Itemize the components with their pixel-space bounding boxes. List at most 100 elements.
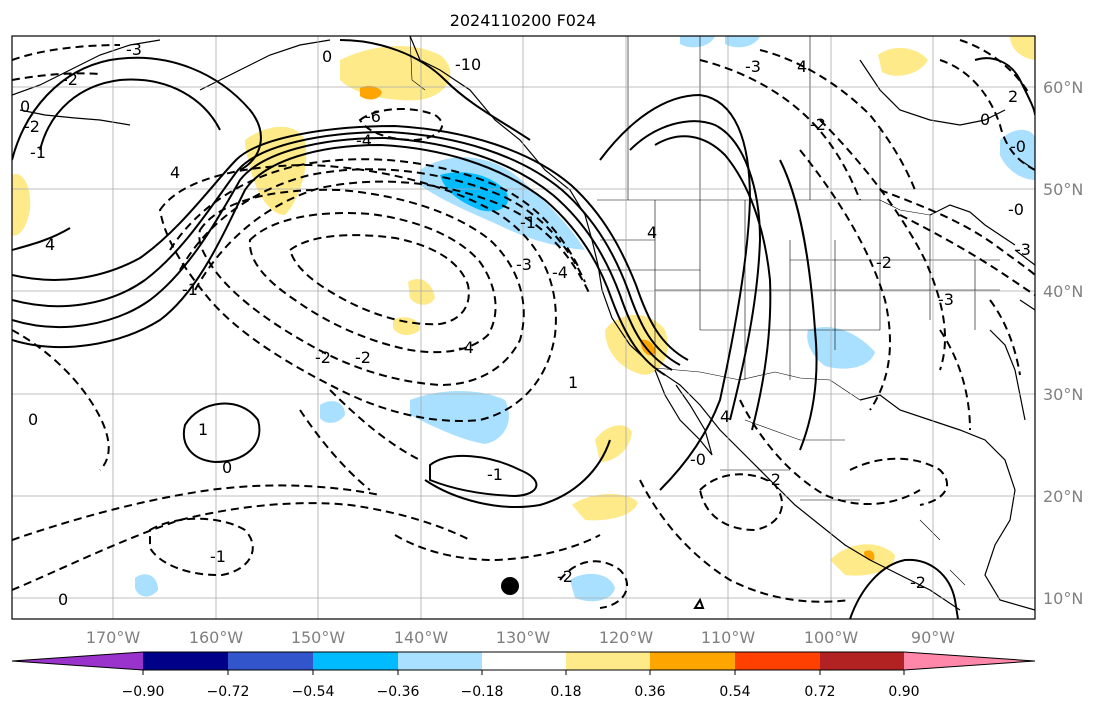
contour-solid-tropical-high (182, 402, 261, 464)
contour-solid-alaska-low (12, 56, 262, 171)
contour-label-17: 1 (198, 420, 208, 439)
lon-label-100w: 100°W (804, 628, 859, 647)
dashed-contours (12, 39, 1035, 609)
colorbar-label-1: −0.72 (207, 684, 250, 700)
colorbar-segment-10 (904, 652, 1035, 670)
contour-dashed-trough-3 (248, 212, 497, 354)
coastline-hudson-bay (859, 59, 1006, 126)
contour-dashed-jet-lower-2 (179, 168, 586, 283)
political-borders (409, 36, 1000, 586)
contour-solid-jet-4 (12, 124, 689, 361)
contour-label-7: 4 (170, 163, 180, 182)
contour-solid-mid-ocean (424, 439, 611, 508)
shade-negative-north-a (680, 36, 715, 48)
longitude-labels: 170°W 160°W 150°W 140°W 130°W 120°W 110°… (86, 628, 955, 647)
contour-label-37: -2 (910, 573, 926, 592)
contour-label-20: -1 (182, 280, 198, 299)
contour-dashed-tropical-low (149, 517, 254, 577)
contour-dashed-trough-outer (158, 163, 557, 422)
contour-solid-jet-2 (12, 136, 673, 371)
contour-dashed-tropics-e (849, 457, 949, 506)
contour-solid-jet-3 (12, 130, 681, 366)
colorbar-label-9: 0.90 (888, 684, 919, 700)
shade-positive-hudson (878, 48, 928, 76)
contour-label-41: 0 (58, 590, 68, 609)
colorbar-label-5: 0.18 (550, 684, 581, 700)
contour-dashed-central-3 (559, 560, 629, 609)
border-mexico-states (720, 419, 860, 501)
contour-label-3: 0 (20, 97, 30, 116)
shade-negative-mexico (807, 326, 875, 369)
colorbar-segment-1 (143, 652, 228, 670)
lon-label-160w: 160°W (189, 628, 244, 647)
shade-positive-gulf-alaska-core (360, 85, 382, 100)
shade-negative-great-lakes (1000, 129, 1035, 180)
shade-negative-tropics-a (570, 573, 615, 602)
contour-label-1: -3 (126, 40, 142, 59)
map-frame (11, 35, 1036, 620)
contour-label-16: -4 (552, 263, 568, 282)
contour-label-29: 0 (980, 110, 990, 129)
shade-positive-central-america (830, 544, 895, 576)
map-area: -3 -2 0 -2 -1 0 4 -6 -4 4 4 -4 -3 -2 -2 … (12, 36, 1035, 619)
contour-dashed-northeast-2 (899, 214, 1035, 296)
shade-positive-mid-pacific-a (408, 278, 435, 305)
contour-label-28: 2 (1008, 87, 1018, 106)
contour-dashed-trough-2 (198, 188, 525, 387)
contour-label-31: -2 (876, 253, 892, 272)
colorbar-label-4: −0.18 (461, 684, 504, 700)
contour-label-8: -6 (365, 107, 381, 126)
contour-dashed-trough-4 (288, 234, 470, 326)
contour-label-6: 0 (322, 47, 332, 66)
contour-dashed-jet-lower-3 (194, 180, 591, 296)
contour-dashed-alaska-1 (12, 44, 121, 81)
shade-negative-north-b (725, 36, 760, 48)
colorbar-segment-5 (482, 652, 566, 670)
contour-solid-southeast-loop (849, 558, 959, 619)
coastline-florida (989, 329, 1026, 421)
border-us-canada (597, 199, 931, 216)
contour-dashed-northeast-1 (879, 189, 1035, 276)
contour-label-2: -2 (62, 70, 78, 89)
figure-title: 2024110200 F024 (450, 11, 597, 30)
coastline-gulf-mexico (859, 394, 1035, 611)
contour-label-19: -1 (210, 547, 226, 566)
colorbar-segment-7 (650, 652, 735, 670)
location-marker (501, 577, 519, 595)
shade-negative-tropics-b (135, 574, 158, 597)
contour-dashed-gulf-alaska-low (358, 107, 443, 142)
contour-solid-east-pacific-high (429, 454, 538, 498)
contour-label-32: -3 (938, 290, 954, 309)
contour-label-40: -1 (520, 213, 536, 232)
solid-contours (12, 39, 1035, 619)
contour-label-10: 4 (45, 235, 55, 254)
contour-dashed-east-4 (819, 119, 946, 371)
contour-label-21: 0 (28, 410, 38, 429)
contour-label-15: -2 (355, 348, 371, 367)
colorbar-segment-6 (566, 652, 650, 670)
contour-solid-west-gulf (12, 227, 71, 251)
lon-label-120w: 120°W (599, 628, 654, 647)
shade-negative-tropics-c (320, 401, 345, 423)
contour-label-24: -10 (455, 55, 481, 74)
contour-dashed-canada-2 (759, 49, 916, 191)
shade-positive-northeast-corner (1010, 36, 1035, 60)
border-us-states-grid (655, 215, 1000, 331)
shade-positive-west-edge (12, 174, 31, 236)
contour-label-34: -3 (1015, 240, 1031, 259)
colorbar-segment-0 (12, 652, 143, 670)
contour-dashed-east-1 (639, 479, 851, 603)
lon-label-140w: 140°W (394, 628, 449, 647)
contour-label-30: -0 (1008, 200, 1024, 219)
contour-dashed-jet-lower-1 (169, 158, 581, 271)
lat-label-30n: 30°N (1043, 385, 1083, 404)
contour-label-27: -2 (810, 115, 826, 134)
colorbar-segment-3 (313, 652, 398, 670)
shade-negative-east-pacific (410, 391, 509, 444)
colorbar: −0.90 −0.72 −0.54 −0.36 −0.18 0.18 0.36 … (11, 651, 1036, 700)
colorbar-segment-8 (735, 652, 820, 670)
border-us-mexico (654, 367, 861, 401)
coastlines (12, 36, 1035, 611)
colorbar-labels: −0.90 −0.72 −0.54 −0.36 −0.18 0.18 0.36 … (122, 684, 920, 700)
